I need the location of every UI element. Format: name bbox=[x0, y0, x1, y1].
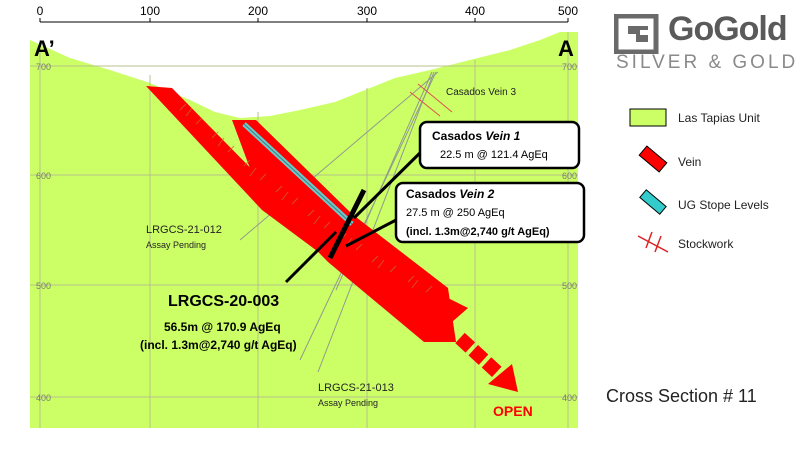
red-vein-swatch-icon bbox=[638, 145, 668, 173]
hole-003-result: 56.5m @ 170.9 AgEq bbox=[164, 320, 281, 334]
vein-2-callout-incl: (incl. 1.3m@2,740 g/t AgEq) bbox=[406, 226, 550, 238]
gogold-mark-icon bbox=[614, 14, 659, 54]
intercept-marker bbox=[327, 188, 367, 260]
x-tick-label: 100 bbox=[140, 4, 160, 18]
hole-003-incl: (incl. 1.3m@2,740 g/t AgEq) bbox=[140, 338, 297, 352]
legend-item-vein: Vein bbox=[678, 150, 701, 174]
vein-1-callout-name: Vein 1 bbox=[485, 129, 520, 143]
x-tick-label: 400 bbox=[465, 4, 485, 18]
vein-2-callout-name: Vein 2 bbox=[459, 187, 494, 201]
vein-3-trace bbox=[409, 83, 453, 117]
svg-text:Casados Vein 1: Casados Vein 1 bbox=[432, 129, 521, 143]
stockwork-symbol-icon bbox=[637, 231, 669, 253]
hole-012-name: LRGCS-21-012 bbox=[146, 224, 222, 236]
open-direction-arrow bbox=[455, 332, 518, 392]
legend-label: Las Tapias Unit bbox=[678, 111, 760, 125]
vein-1-callout-title: Casados bbox=[432, 129, 482, 143]
vein-2-callout-box bbox=[394, 181, 586, 244]
legend-item-stockwork: Stockwork bbox=[678, 232, 733, 256]
vein-1-callout-result: 22.5 m @ 121.4 AgEq bbox=[440, 149, 548, 161]
legend-label: Vein bbox=[678, 155, 702, 169]
hole-013-status: Assay Pending bbox=[318, 398, 378, 408]
legend-item-las-tapias: Las Tapias Unit bbox=[678, 106, 760, 130]
cross-section-title: Cross Section # 11 bbox=[606, 386, 757, 406]
legend-label: UG Stope Levels bbox=[678, 198, 769, 212]
x-tick-label: 300 bbox=[357, 4, 377, 18]
elevation-label-left: 600 bbox=[36, 171, 51, 181]
hole-012-status: Assay Pending bbox=[146, 240, 206, 250]
vein-2-callout-result: 27.5 m @ 250 AgEq bbox=[406, 207, 505, 219]
horizontal-scale bbox=[39, 18, 569, 23]
open-label: OPEN bbox=[493, 403, 533, 419]
hole-003-name: LRGCS-20-003 bbox=[168, 293, 279, 310]
section-end-right-label: A bbox=[558, 36, 574, 61]
logo-tagline: SILVER & GOLD bbox=[616, 52, 799, 73]
x-tick-label: 200 bbox=[248, 4, 268, 18]
section-end-left-label: A’ bbox=[34, 36, 55, 61]
elevation-label-left: 400 bbox=[36, 393, 51, 403]
elevation-label-right: 400 bbox=[562, 393, 577, 403]
company-logo: GoGold SILVER & GOLD bbox=[612, 8, 798, 78]
legend-label: Stockwork bbox=[678, 237, 734, 251]
elevation-label-left: 700 bbox=[36, 62, 51, 72]
hole-013-name: LRGCS-21-013 bbox=[318, 382, 394, 394]
x-tick-label: 500 bbox=[558, 4, 578, 18]
vein-1-callout-box bbox=[418, 120, 581, 170]
elevation-label-right: 500 bbox=[562, 281, 577, 291]
elevation-label-right: 700 bbox=[562, 62, 577, 72]
vein-2-callout-title: Casados bbox=[406, 187, 456, 201]
callout-arrows bbox=[284, 145, 428, 284]
legend-item-ug-stope: UG Stope Levels bbox=[678, 193, 769, 217]
svg-text:Casados Vein 2: Casados Vein 2 bbox=[406, 187, 495, 201]
elevation-label-right: 600 bbox=[562, 171, 577, 181]
vein-3-label: Casados Vein 3 bbox=[446, 87, 516, 98]
cyan-stope-swatch-icon bbox=[639, 189, 667, 215]
x-tick-label: 0 bbox=[37, 4, 44, 18]
logo-wordmark: GoGold bbox=[668, 10, 788, 48]
elevation-label-left: 500 bbox=[36, 281, 51, 291]
green-unit-swatch-icon bbox=[629, 108, 667, 127]
vein-1-body bbox=[146, 86, 468, 322]
